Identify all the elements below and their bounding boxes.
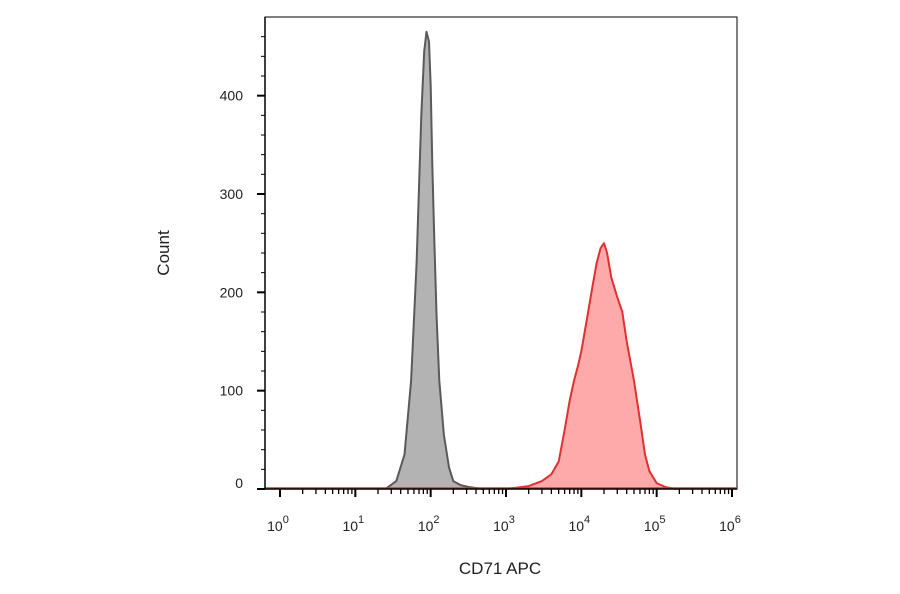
y-axis-title: Count <box>154 230 173 276</box>
series-layer <box>265 30 737 490</box>
y-tick-label: 200 <box>220 284 244 300</box>
x-tick-label: 104 <box>568 514 590 534</box>
y-axis-ticks: 0 100 200 300 400 <box>220 36 265 491</box>
series-1-line <box>384 30 484 490</box>
y-tick-label: 0 <box>235 475 243 491</box>
y-tick-label: 400 <box>220 88 244 104</box>
series-2-area <box>506 243 676 489</box>
x-tick-label: 103 <box>493 514 515 534</box>
x-axis-ticks: 100 101 102 103 104 105 106 <box>267 489 741 534</box>
x-tick-label: 100 <box>267 514 289 534</box>
x-tick-label: 106 <box>719 514 741 534</box>
x-tick-label: 105 <box>644 514 666 534</box>
series-2-line <box>505 242 677 490</box>
y-tick-label: 300 <box>220 186 244 202</box>
plot-frame <box>264 16 738 490</box>
x-tick-label: 102 <box>418 514 440 534</box>
x-axis-title: CD71 APC <box>459 559 541 578</box>
y-tick-label: 100 <box>220 383 244 399</box>
x-tick-label: 101 <box>342 514 364 534</box>
